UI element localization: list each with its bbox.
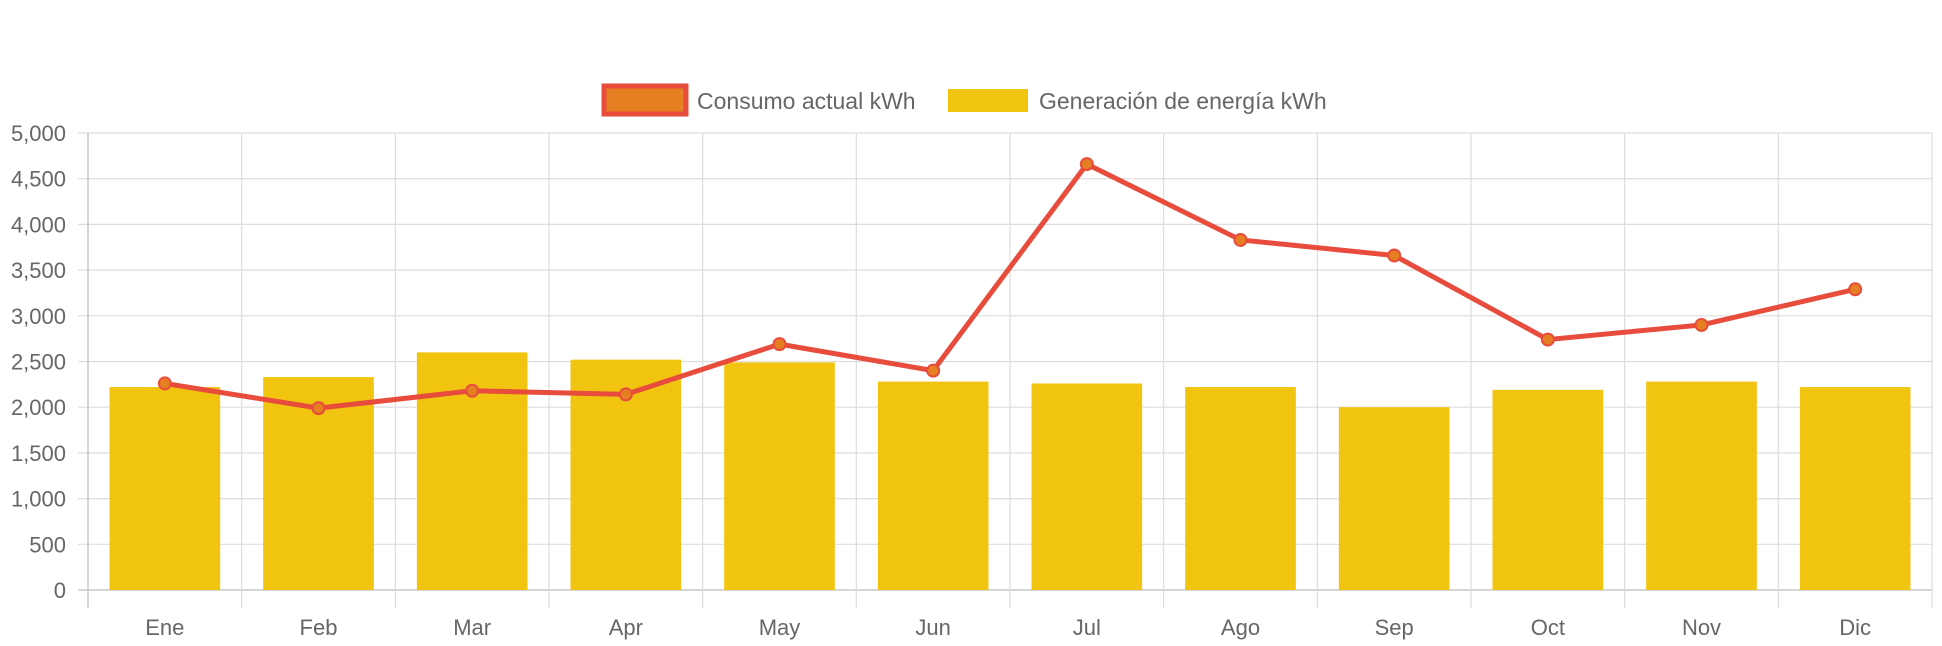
legend-label-consumo: Consumo actual kWh (697, 88, 916, 114)
bar-generacion[interactable] (1185, 387, 1296, 590)
point-consumo[interactable] (1233, 232, 1248, 247)
x-axis-ticks: Ene Feb Mar Apr May Jun Jul Ago Sep Oct Nov Dic (145, 615, 1871, 640)
point-consumo[interactable] (311, 401, 326, 416)
y-tick-label: 3,000 (11, 304, 66, 329)
y-tick-label: 2,500 (11, 350, 66, 375)
y-axis-ticks: 0 500 1,000 1,500 2,000 2,500 3,000 3,500 4,000 4… (11, 121, 66, 603)
y-tick-label: 500 (29, 532, 66, 557)
x-tick-label: Ago (1221, 615, 1260, 640)
y-tick-label: 0 (54, 578, 66, 603)
x-tick-label: Mar (453, 615, 491, 640)
y-tick-label: 3,500 (11, 258, 66, 283)
y-tick-label: 5,000 (11, 121, 66, 146)
x-tick-label: Nov (1682, 615, 1721, 640)
y-tick-label: 1,500 (11, 441, 66, 466)
bars-generacion (109, 352, 1911, 590)
y-tick-label: 4,500 (11, 167, 66, 192)
x-tick-label: Apr (609, 615, 643, 640)
x-tick-label: Jun (915, 615, 950, 640)
point-consumo[interactable] (1694, 317, 1709, 332)
point-consumo[interactable] (772, 337, 787, 352)
legend-swatch-consumo (601, 83, 689, 117)
x-tick-label: Dic (1839, 615, 1871, 640)
legend-label-generacion: Generación de energía kWh (1039, 88, 1327, 114)
point-consumo[interactable] (157, 376, 172, 391)
legend[interactable]: Consumo actual kWh Generación de energía… (601, 83, 1327, 117)
bar-generacion[interactable] (877, 381, 989, 590)
point-consumo[interactable] (1848, 282, 1863, 297)
bar-generacion[interactable] (724, 362, 835, 590)
point-consumo[interactable] (1079, 157, 1094, 172)
point-consumo[interactable] (618, 387, 633, 402)
y-tick-label: 2,000 (11, 395, 66, 420)
bar-generacion[interactable] (1646, 381, 1757, 590)
legend-swatch-generacion (948, 89, 1028, 112)
grid (78, 132, 1933, 608)
x-tick-label: Ene (145, 615, 184, 640)
legend-item-generacion[interactable]: Generación de energía kWh (948, 88, 1327, 114)
bar-generacion[interactable] (1031, 383, 1143, 590)
point-consumo[interactable] (1387, 248, 1402, 263)
y-tick-label: 4,000 (11, 212, 66, 237)
line-consumo-path (164, 161, 1856, 411)
x-tick-label: Feb (300, 615, 338, 640)
point-consumo[interactable] (465, 383, 480, 398)
x-tick-label: Jul (1073, 615, 1101, 640)
line-consumo (157, 157, 1863, 416)
bar-generacion[interactable] (1492, 389, 1604, 590)
y-tick-label: 1,000 (11, 487, 66, 512)
point-consumo[interactable] (926, 363, 941, 378)
point-consumo[interactable] (1540, 332, 1555, 347)
x-tick-label: Oct (1531, 615, 1565, 640)
x-tick-label: May (759, 615, 801, 640)
x-tick-label: Sep (1375, 615, 1414, 640)
legend-item-consumo[interactable]: Consumo actual kWh (601, 83, 916, 117)
bar-generacion[interactable] (1338, 407, 1450, 590)
bar-generacion[interactable] (109, 387, 221, 590)
bar-generacion[interactable] (1799, 387, 1911, 590)
